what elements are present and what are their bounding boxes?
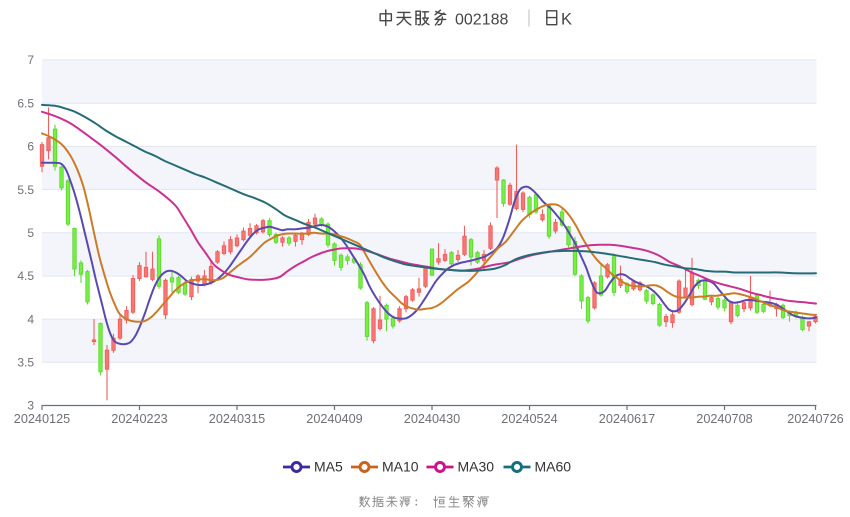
svg-text:4: 4 xyxy=(27,312,34,326)
svg-text:20240125: 20240125 xyxy=(14,412,70,426)
svg-text:6: 6 xyxy=(27,140,34,154)
svg-text:20240617: 20240617 xyxy=(599,412,655,426)
svg-text:K: K xyxy=(561,11,572,29)
svg-text:MA60: MA60 xyxy=(535,459,572,475)
svg-text:20240430: 20240430 xyxy=(404,412,460,426)
svg-text:20240708: 20240708 xyxy=(696,412,752,426)
svg-text:20240524: 20240524 xyxy=(501,412,557,426)
svg-text:20240726: 20240726 xyxy=(787,412,843,426)
svg-text:MA10: MA10 xyxy=(382,459,419,475)
svg-text:5.5: 5.5 xyxy=(17,183,34,197)
svg-text:20240409: 20240409 xyxy=(306,412,362,426)
svg-text:5: 5 xyxy=(27,226,34,240)
svg-text:3.5: 3.5 xyxy=(17,356,34,370)
svg-text:3: 3 xyxy=(27,399,34,413)
svg-text:7: 7 xyxy=(27,53,34,67)
svg-text:20240223: 20240223 xyxy=(111,412,167,426)
svg-text:MA5: MA5 xyxy=(314,459,343,475)
svg-text:002188: 002188 xyxy=(455,12,508,29)
svg-text:20240315: 20240315 xyxy=(209,412,265,426)
svg-text:MA30: MA30 xyxy=(458,459,495,475)
svg-text:6.5: 6.5 xyxy=(17,96,34,110)
svg-text:4.5: 4.5 xyxy=(17,269,34,283)
